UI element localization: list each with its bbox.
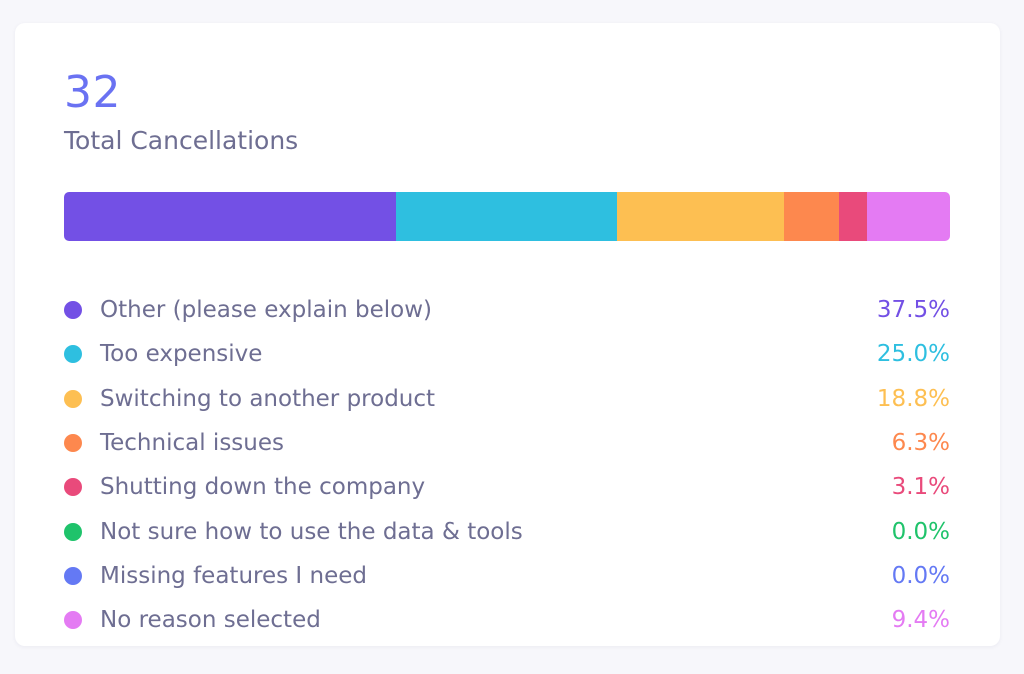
other-dot-icon xyxy=(64,301,82,320)
legend-item: Other (please explain below) 37.5% xyxy=(64,288,950,332)
legend-percent: 25.0% xyxy=(876,341,950,368)
legend-label: Missing features I need xyxy=(100,562,367,589)
bar-segment-2[interactable] xyxy=(617,192,784,241)
missing-features-dot-icon xyxy=(64,566,82,585)
legend-item: Shutting down the company 3.1% xyxy=(64,465,950,509)
legend-label: Other (please explain below) xyxy=(100,297,432,324)
legend-percent: 0.0% xyxy=(891,518,950,545)
legend-item: Not sure how to use the data & tools 0.0% xyxy=(64,509,950,553)
bar-segment-7[interactable] xyxy=(866,192,950,241)
cancellation-reasons-bar xyxy=(64,192,950,241)
expensive-dot-icon xyxy=(64,345,82,364)
legend-label: Too expensive xyxy=(100,341,263,368)
total-cancellations-value: 32 xyxy=(64,67,121,118)
legend-label: Not sure how to use the data & tools xyxy=(100,518,523,545)
legend-label: Shutting down the company xyxy=(100,474,426,501)
cancellations-card: 32 Total Cancellations Other (please exp… xyxy=(15,23,1000,646)
legend-percent: 18.8% xyxy=(876,385,950,412)
bar-segment-4[interactable] xyxy=(839,192,867,241)
bar-segment-1[interactable] xyxy=(395,192,618,241)
total-cancellations-label: Total Cancellations xyxy=(64,126,299,155)
bar-segment-0[interactable] xyxy=(64,192,396,241)
legend-label: Switching to another product xyxy=(100,385,436,412)
cancellation-reasons-legend: Other (please explain below) 37.5% Too exp… xyxy=(64,288,950,642)
legend-item: Technical issues 6.3% xyxy=(64,421,950,465)
legend-percent: 3.1% xyxy=(891,474,950,501)
legend-item: Too expensive 25.0% xyxy=(64,332,950,376)
legend-percent: 6.3% xyxy=(891,430,950,457)
legend-item: Missing features I need 0.0% xyxy=(64,554,950,598)
legend-percent: 9.4% xyxy=(891,607,950,634)
legend-item: Switching to another product 18.8% xyxy=(64,377,950,421)
legend-percent: 0.0% xyxy=(891,562,950,589)
not-sure-dot-icon xyxy=(64,522,82,541)
legend-percent: 37.5% xyxy=(876,297,950,324)
bar-segment-3[interactable] xyxy=(783,192,840,241)
switching-dot-icon xyxy=(64,389,82,408)
legend-item: No reason selected 9.4% xyxy=(64,598,950,642)
legend-label: No reason selected xyxy=(100,607,321,634)
legend-label: Technical issues xyxy=(100,430,284,457)
shutting-dot-icon xyxy=(64,478,82,497)
technical-dot-icon xyxy=(64,434,82,453)
no-reason-dot-icon xyxy=(64,611,82,630)
